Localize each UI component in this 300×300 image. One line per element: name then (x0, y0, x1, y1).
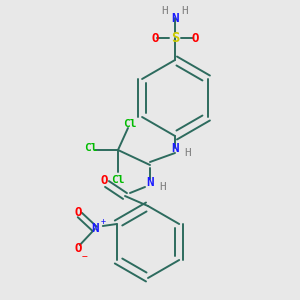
Text: Cl: Cl (111, 175, 125, 185)
Text: O: O (151, 32, 159, 44)
Text: O: O (191, 32, 199, 44)
Text: H: H (160, 182, 167, 192)
Text: N: N (146, 176, 154, 188)
Text: H: H (182, 6, 188, 16)
Text: O: O (74, 242, 82, 254)
Text: Cl: Cl (123, 119, 137, 129)
Text: O: O (74, 206, 82, 218)
Text: O: O (100, 175, 108, 188)
Text: N: N (171, 11, 179, 25)
Text: N: N (91, 223, 99, 236)
Text: H: H (184, 148, 191, 158)
Text: Cl: Cl (84, 143, 98, 153)
Text: −: − (82, 252, 88, 262)
Text: H: H (162, 6, 168, 16)
Text: S: S (171, 31, 179, 45)
Text: N: N (171, 142, 179, 154)
Text: +: + (100, 218, 105, 226)
